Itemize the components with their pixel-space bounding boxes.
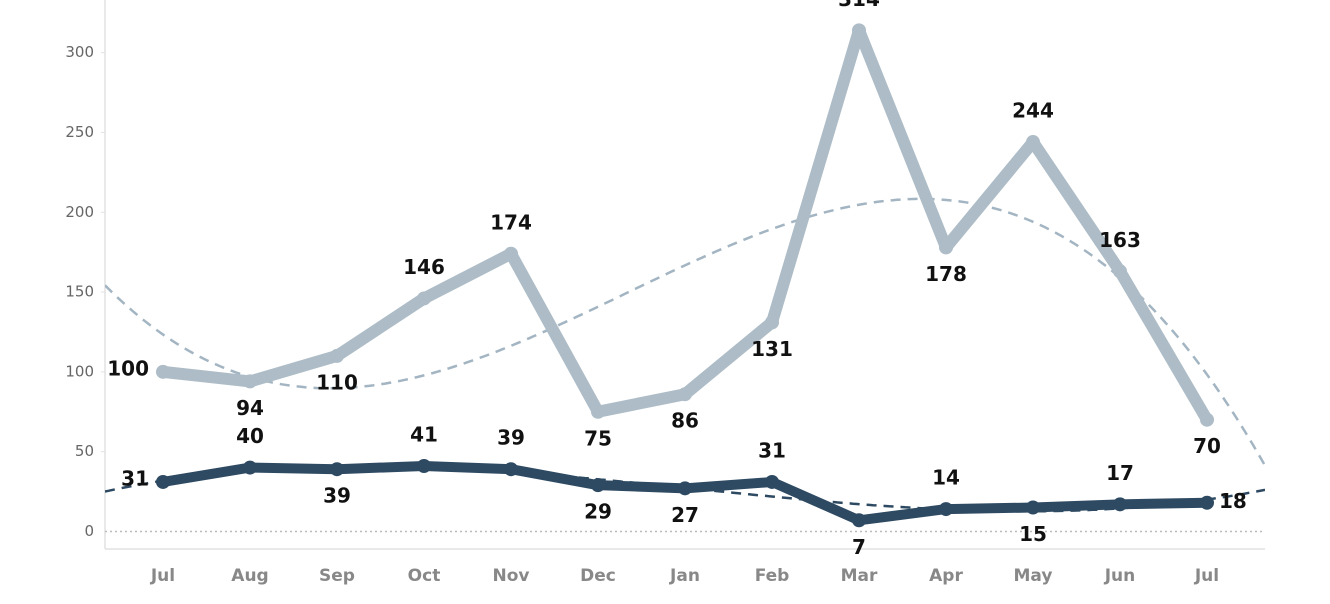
point [765,315,779,330]
y-tick-label: 200 [65,203,94,221]
point [243,374,257,389]
data-label: 94 [236,396,264,420]
x-tick-label: Feb [755,566,790,586]
point [156,364,170,379]
point [330,462,344,477]
data-label: 18 [1219,489,1247,513]
point [330,348,344,363]
x-tick-label: Nov [493,566,530,586]
point [939,502,953,517]
point [1113,264,1127,279]
y-tick-label: 0 [84,522,94,540]
data-label: 31 [121,466,149,490]
point [852,513,866,528]
data-label: 244 [1012,99,1054,123]
data-label: 314 [838,0,880,11]
data-label: 40 [236,424,264,448]
x-tick-label: May [1014,566,1053,586]
y-tick-label: 250 [65,123,94,141]
point [591,478,605,493]
data-label: 39 [497,426,525,450]
data-label: 29 [584,500,612,524]
data-label: 178 [925,262,967,286]
point [1113,497,1127,512]
y-tick-label: 300 [65,43,94,61]
point [678,481,692,496]
x-tick-label: Aug [231,566,268,586]
x-tick-label: Dec [580,566,616,586]
x-tick-label: Mar [841,566,878,586]
point [156,474,170,489]
data-label: 31 [758,438,786,462]
data-label: 146 [403,255,445,279]
data-label: 110 [316,370,358,394]
x-tick-label: Apr [929,566,963,586]
point [504,462,518,477]
data-label: 131 [751,337,793,361]
x-tick-label: Jul [150,566,175,586]
x-tick-label: Jul [1194,566,1219,586]
data-label: 7 [852,535,866,559]
point [243,460,257,475]
x-tick-label: Oct [408,566,441,586]
data-label: 163 [1099,228,1141,252]
y-tick-label: 100 [65,362,94,380]
point [1026,135,1040,150]
point [504,246,518,261]
series-line [157,24,1213,426]
data-label: 39 [323,484,351,508]
x-tick-label: Jun [1104,566,1136,586]
point [417,291,431,306]
data-label: 86 [671,409,699,433]
point [417,459,431,474]
point [1026,500,1040,515]
point [1200,412,1214,427]
y-tick-label: 150 [65,283,94,301]
point [852,23,866,38]
data-label: 70 [1193,434,1221,458]
x-tick-label: Jan [669,566,700,586]
data-label: 17 [1106,461,1134,485]
y-tick-label: 50 [75,442,94,460]
point [591,404,605,419]
data-label: 15 [1019,522,1047,546]
point [678,387,692,402]
data-label: 75 [584,426,612,450]
data-label: 100 [107,356,149,380]
point [765,474,779,489]
data-label: 174 [490,210,532,234]
point [939,240,953,255]
trendline [105,197,1265,467]
data-label: 27 [671,503,699,527]
data-label: 14 [932,466,960,490]
point [1200,495,1214,510]
data-label: 41 [410,423,438,447]
x-tick-label: Sep [319,566,355,586]
